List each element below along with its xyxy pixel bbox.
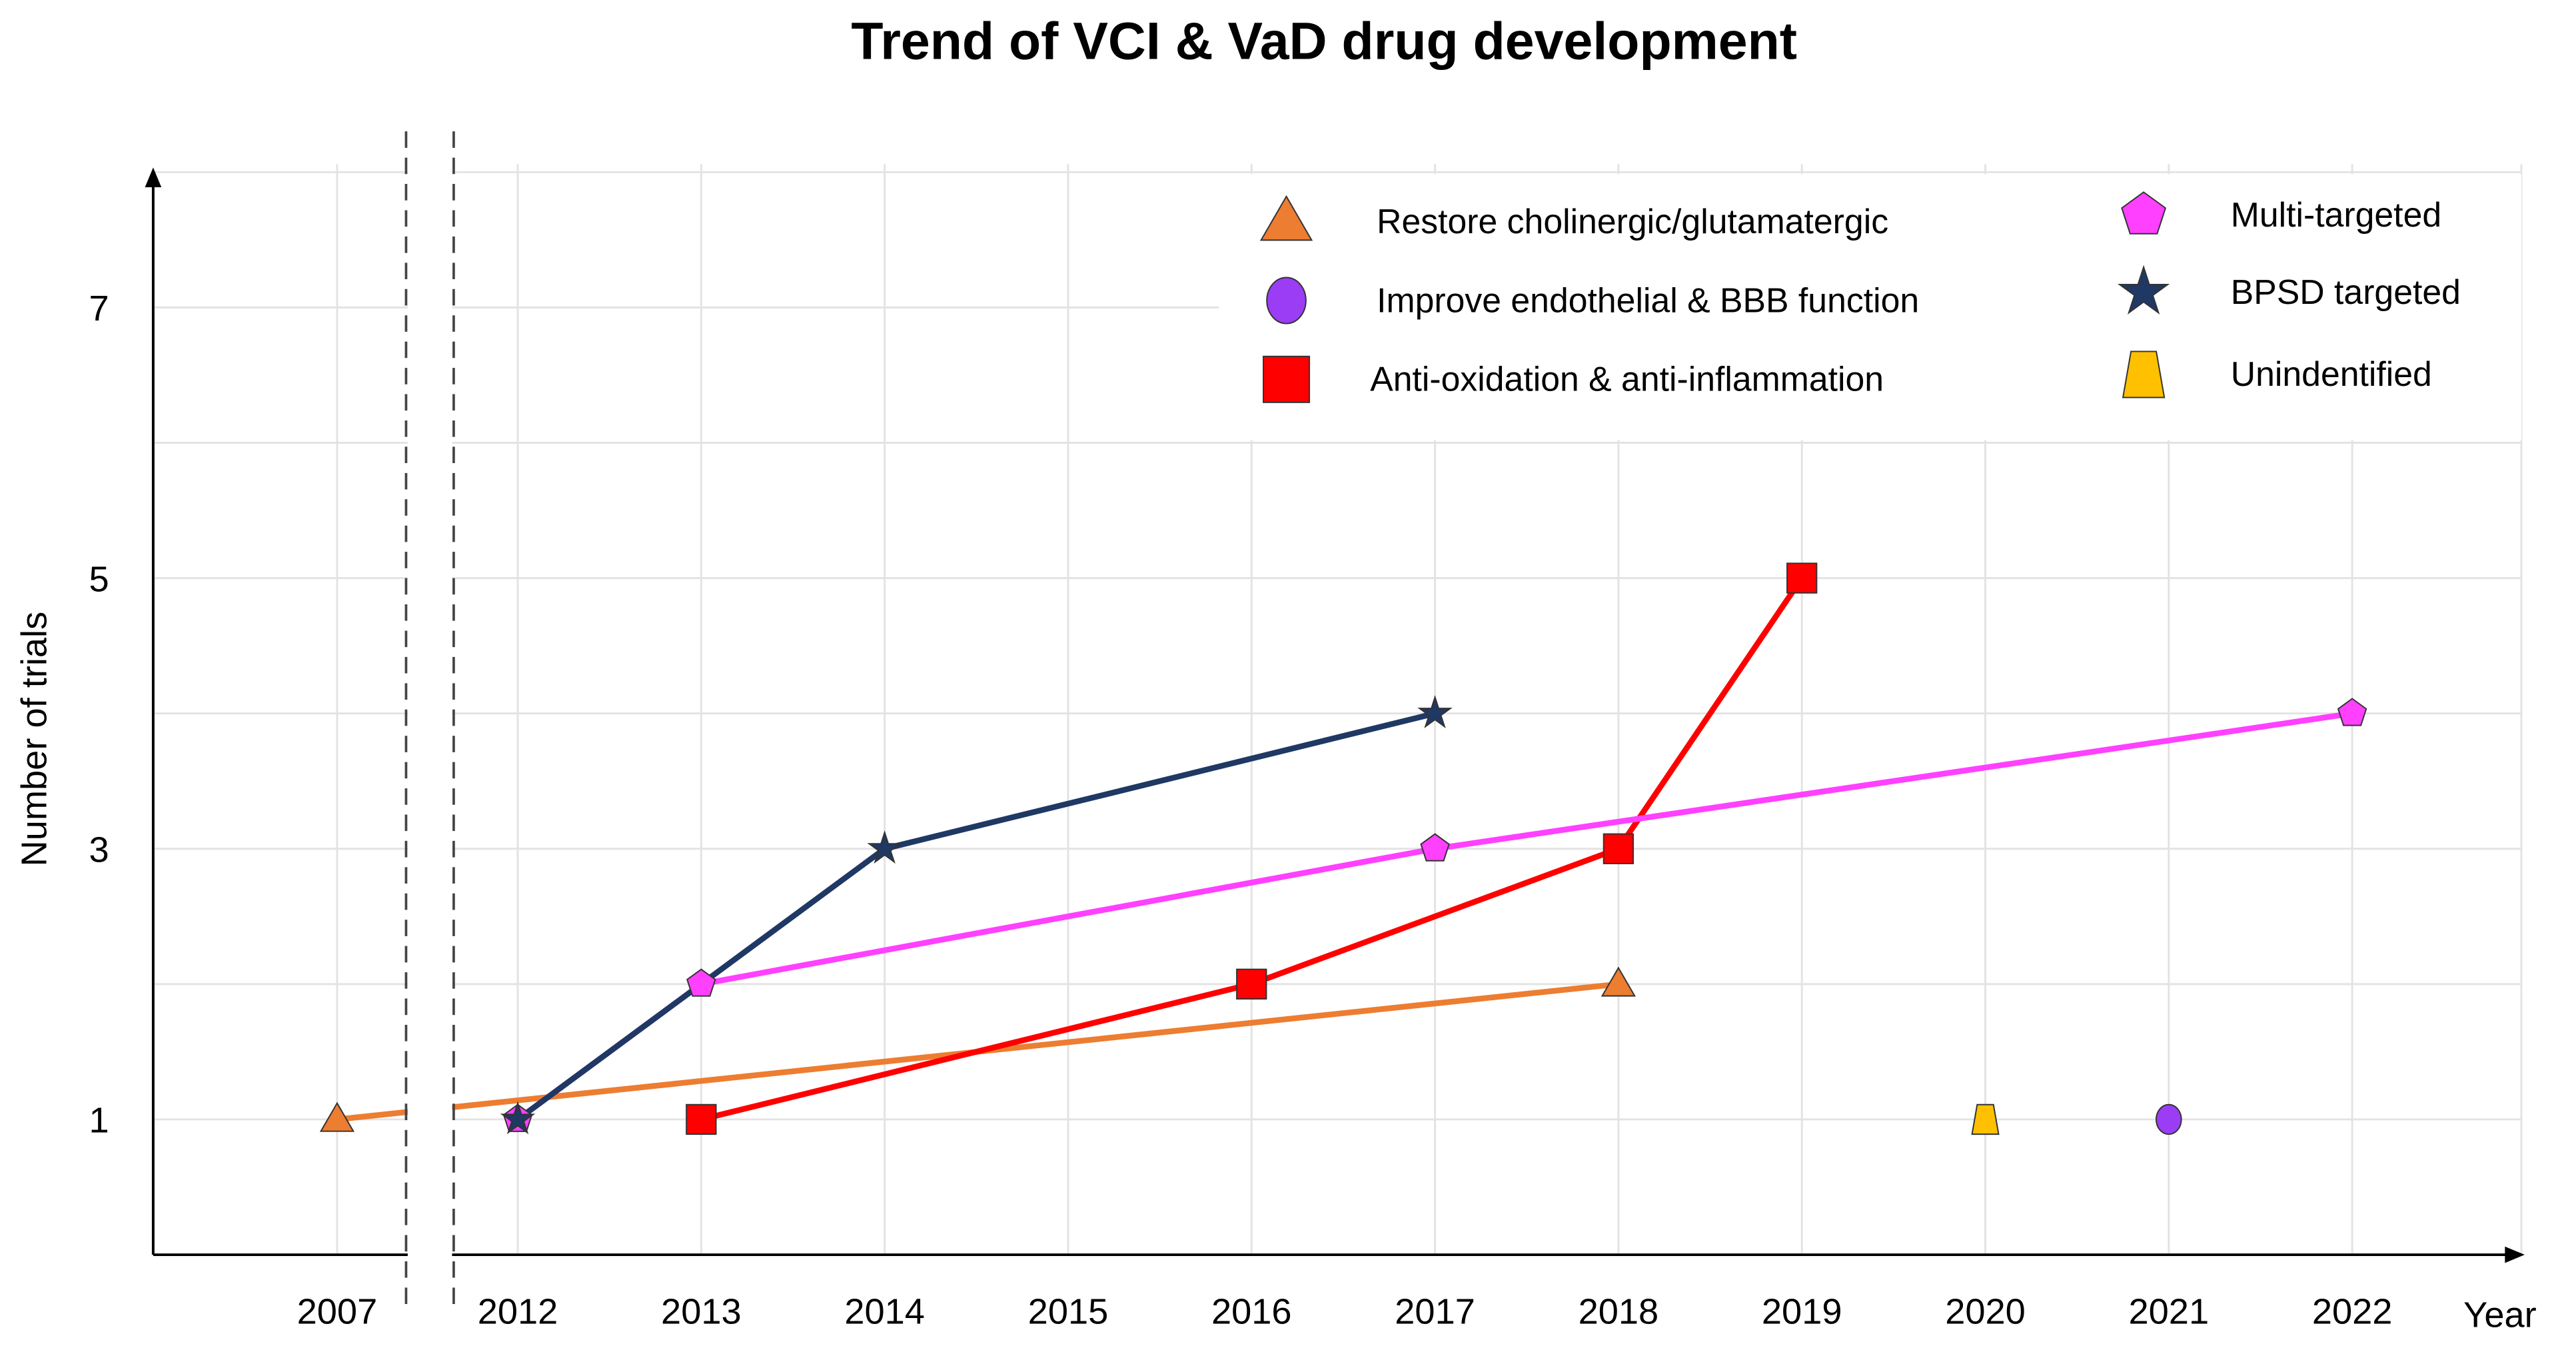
legend: Restore cholinergic/glutamatergic Improve… xyxy=(1219,174,2522,440)
data-point-multi-targeted xyxy=(1420,833,1450,862)
legend-label-restore-cholinergic-glutamatergic: Restore cholinergic/glutamatergic xyxy=(1377,202,1888,241)
y-tick-label: 7 xyxy=(89,289,109,329)
x-tick-label: 2022 xyxy=(2312,1292,2393,1332)
x-tick-label: 2016 xyxy=(1211,1292,1292,1332)
data-point-anti-oxidation-anti-inflammation xyxy=(686,1103,717,1135)
data-point-restore-cholinergic-glutamatergic xyxy=(319,1101,355,1132)
x-tick-label: 2015 xyxy=(1028,1292,1109,1332)
legend-label-anti-oxidation-anti-inflammation: Anti-oxidation & anti-inflammation xyxy=(1370,360,1884,398)
x-tick-label: 2019 xyxy=(1762,1292,1842,1332)
data-point-anti-oxidation-anti-inflammation xyxy=(1786,562,1818,594)
chart-title: Trend of VCI & VaD drug development xyxy=(851,12,1797,71)
legend-marker-anti-oxidation-anti-inflammation xyxy=(1263,355,1311,403)
data-point-restore-cholinergic-glutamatergic xyxy=(1601,966,1636,997)
y-tick-label: 1 xyxy=(89,1101,109,1141)
series-markers xyxy=(319,562,2367,1135)
data-point-anti-oxidation-anti-inflammation xyxy=(1236,968,1267,1000)
x-tick-label: 2012 xyxy=(478,1292,558,1332)
data-point-improve-endothelial-bbb-function xyxy=(2155,1103,2182,1135)
x-axis-label: Year xyxy=(2463,1295,2537,1335)
data-point-bpsd-targeted xyxy=(1417,695,1453,728)
y-tick-label: 3 xyxy=(89,830,109,870)
x-tick-label: 2007 xyxy=(297,1292,378,1332)
axes xyxy=(145,167,2525,1263)
data-point-multi-targeted xyxy=(2337,698,2367,726)
legend-label-improve-endothelial-bbb-function: Improve endothelial & BBB function xyxy=(1377,281,1919,319)
legend-marker-unindentified xyxy=(2122,350,2166,398)
legend-label-bpsd-targeted: BPSD targeted xyxy=(2231,273,2461,311)
legend-marker-bpsd-targeted xyxy=(2117,265,2170,315)
legend-marker-improve-endothelial-bbb-function xyxy=(1266,277,1307,325)
y-tick-label: 5 xyxy=(89,559,109,599)
x-tick-label: 2017 xyxy=(1395,1292,1475,1332)
data-point-anti-oxidation-anti-inflammation xyxy=(1603,833,1634,864)
legend-label-unindentified: Unindentified xyxy=(2231,354,2432,393)
y-axis-label: Number of trials xyxy=(15,612,55,867)
legend-label-multi-targeted: Multi-targeted xyxy=(2231,195,2441,234)
y-tick-labels: 1 3 5 7 xyxy=(89,289,109,1141)
x-tick-labels: 2007 2012 2013 2014 2015 2016 2017 2018 2019 2020… xyxy=(297,1292,2393,1332)
axis-break-gap xyxy=(407,131,452,1314)
x-tick-label: 2018 xyxy=(1579,1292,1659,1332)
x-tick-label: 2021 xyxy=(2129,1292,2210,1332)
legend-marker-restore-cholinergic-glutamatergic xyxy=(1259,195,1313,241)
series-line-bpsd-targeted xyxy=(516,710,1436,1122)
data-point-unindentified xyxy=(1971,1103,2000,1135)
data-point-multi-targeted xyxy=(686,968,716,997)
x-tick-label: 2014 xyxy=(844,1292,925,1332)
legend-background xyxy=(1219,174,2522,440)
grid xyxy=(153,164,2523,1255)
series-line-anti-oxidation-anti-inflammation xyxy=(700,576,1804,1123)
x-tick-label: 2013 xyxy=(661,1292,742,1332)
data-point-bpsd-targeted xyxy=(867,830,902,864)
y-axis-arrow xyxy=(145,167,162,187)
x-axis-arrow xyxy=(2505,1246,2525,1263)
legend-marker-multi-targeted xyxy=(2121,191,2167,235)
data-point-bpsd-targeted xyxy=(500,1101,536,1135)
x-tick-label: 2020 xyxy=(1945,1292,2026,1332)
